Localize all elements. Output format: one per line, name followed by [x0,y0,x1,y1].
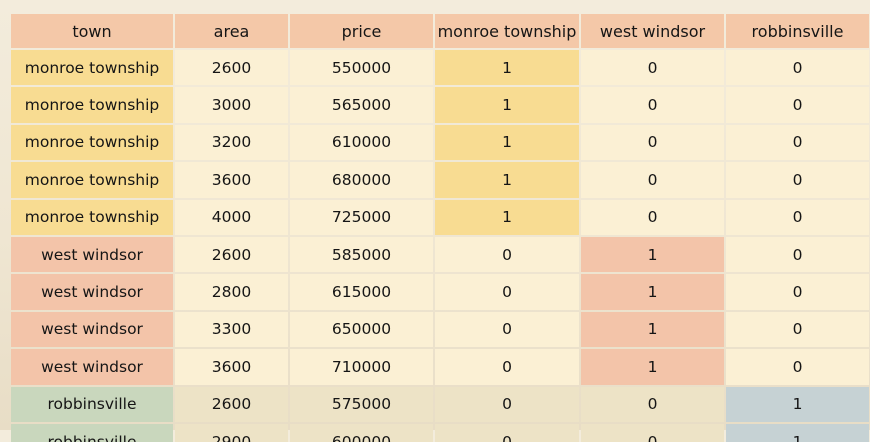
header-west-windsor: west windsor [581,14,724,48]
header-monroe-township: monroe township [435,14,579,48]
table-row: west windsor 2800 615000 0 1 0 [11,274,869,310]
area-cell: 3300 [175,311,288,348]
table-row: robbinsville 2600 575000 0 0 1 [11,386,869,422]
town-cell: west windsor [11,274,173,310]
west-windsor-flag-cell: 1 [581,274,724,310]
west-windsor-flag-cell: 0 [581,423,724,442]
area-cell: 2600 [175,50,288,86]
price-cell: 550000 [290,50,433,86]
table-row: monroe township 3600 680000 1 0 0 [11,162,869,198]
area-cell: 2600 [175,386,288,422]
header-row: town area price monroe township west win… [11,14,869,48]
town-cell: monroe township [11,87,173,123]
west-windsor-flag-cell: 0 [581,162,724,198]
area-cell: 3000 [175,87,288,123]
header-area: area [175,14,288,48]
price-cell: 615000 [290,274,433,310]
robbinsville-flag-cell: 0 [726,162,869,198]
area-cell: 3600 [175,162,288,198]
robbinsville-flag-cell: 1 [726,423,869,442]
table-row: monroe township 3200 610000 1 0 0 [11,124,869,161]
robbinsville-flag-cell: 0 [726,311,869,348]
west-windsor-flag-cell: 0 [581,199,724,235]
west-windsor-flag-cell: 0 [581,50,724,86]
monroe-township-flag-cell: 1 [435,87,579,123]
west-windsor-flag-cell: 1 [581,311,724,348]
price-cell: 680000 [290,162,433,198]
west-windsor-flag-cell: 0 [581,87,724,123]
table-row: west windsor 3300 650000 0 1 0 [11,311,869,348]
robbinsville-flag-cell: 0 [726,349,869,385]
area-cell: 2800 [175,274,288,310]
monroe-township-flag-cell: 0 [435,349,579,385]
area-cell: 2900 [175,423,288,442]
west-windsor-flag-cell: 0 [581,386,724,422]
price-cell: 650000 [290,311,433,348]
robbinsville-flag-cell: 0 [726,274,869,310]
area-cell: 3600 [175,349,288,385]
town-cell: monroe township [11,162,173,198]
monroe-township-flag-cell: 1 [435,124,579,161]
table-row: west windsor 3600 710000 0 1 0 [11,349,869,385]
header-robbinsville: robbinsville [726,14,869,48]
robbinsville-flag-cell: 0 [726,124,869,161]
price-cell: 610000 [290,124,433,161]
area-cell: 3200 [175,124,288,161]
monroe-township-flag-cell: 1 [435,50,579,86]
table-row: west windsor 2600 585000 0 1 0 [11,236,869,273]
price-cell: 710000 [290,349,433,385]
area-cell: 2600 [175,236,288,273]
monroe-township-flag-cell: 0 [435,423,579,442]
monroe-township-flag-cell: 0 [435,386,579,422]
header-price: price [290,14,433,48]
table-row: monroe township 4000 725000 1 0 0 [11,199,869,235]
price-cell: 575000 [290,386,433,422]
table-row: monroe township 3000 565000 1 0 0 [11,87,869,123]
price-cell: 725000 [290,199,433,235]
monroe-township-flag-cell: 0 [435,311,579,348]
price-cell: 565000 [290,87,433,123]
robbinsville-flag-cell: 1 [726,386,869,422]
town-cell: west windsor [11,311,173,348]
town-cell: monroe township [11,50,173,86]
monroe-township-flag-cell: 0 [435,274,579,310]
monroe-township-flag-cell: 0 [435,236,579,273]
town-cell: robbinsville [11,423,173,442]
header-town: town [11,14,173,48]
town-cell: robbinsville [11,386,173,422]
price-cell: 600000 [290,423,433,442]
robbinsville-flag-cell: 0 [726,87,869,123]
monroe-township-flag-cell: 1 [435,199,579,235]
price-cell: 585000 [290,236,433,273]
town-cell: monroe township [11,124,173,161]
town-cell: west windsor [11,349,173,385]
one-hot-encoding-table: town area price monroe township west win… [9,12,870,442]
robbinsville-flag-cell: 0 [726,199,869,235]
monroe-township-flag-cell: 1 [435,162,579,198]
table-row: robbinsville 2900 600000 0 0 1 [11,423,869,442]
robbinsville-flag-cell: 0 [726,50,869,86]
area-cell: 4000 [175,199,288,235]
town-cell: monroe township [11,199,173,235]
west-windsor-flag-cell: 1 [581,236,724,273]
west-windsor-flag-cell: 0 [581,124,724,161]
robbinsville-flag-cell: 0 [726,236,869,273]
data-table-container: town area price monroe township west win… [9,12,870,442]
town-cell: west windsor [11,236,173,273]
table-row: monroe township 2600 550000 1 0 0 [11,50,869,86]
west-windsor-flag-cell: 1 [581,349,724,385]
